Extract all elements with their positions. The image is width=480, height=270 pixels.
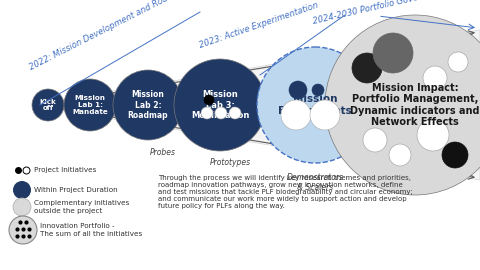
Text: Mission
Lab 1:
Mandate: Mission Lab 1: Mandate xyxy=(72,95,108,115)
Circle shape xyxy=(417,119,449,151)
Text: Mission Impact:
Portfolio Management,
Dynamic indicators and
Network Effects: Mission Impact: Portfolio Management, Dy… xyxy=(350,83,480,127)
Text: Innovation Portfolio -
The sum of all the initiatives: Innovation Portfolio - The sum of all th… xyxy=(40,224,142,237)
Text: Mission
Lab 3:
Mobilisation: Mission Lab 3: Mobilisation xyxy=(191,90,249,120)
Text: Mission
Lab 2:
Roadmap: Mission Lab 2: Roadmap xyxy=(128,90,168,120)
Text: Mission
Experiments: Mission Experiments xyxy=(278,94,352,116)
Polygon shape xyxy=(40,30,480,180)
Text: 2024-2030 Portfolio Governance & Impact: 2024-2030 Portfolio Governance & Impact xyxy=(312,0,480,26)
Text: 2022: Mission Development and Roadmapping: 2022: Mission Development and Roadmappin… xyxy=(28,0,207,72)
Text: Probes: Probes xyxy=(150,148,176,157)
Circle shape xyxy=(257,47,373,163)
Circle shape xyxy=(363,128,387,152)
Circle shape xyxy=(352,53,382,83)
Circle shape xyxy=(289,81,307,99)
Circle shape xyxy=(442,142,468,168)
Text: Through the process we will identify key research themes and priorities,
roadmap: Through the process we will identify key… xyxy=(158,175,413,209)
Circle shape xyxy=(423,66,447,90)
Circle shape xyxy=(448,52,468,72)
Circle shape xyxy=(13,198,31,216)
Circle shape xyxy=(64,79,116,131)
Circle shape xyxy=(13,181,31,199)
Text: Demonstrators
& Scalers: Demonstrators & Scalers xyxy=(287,173,344,193)
Circle shape xyxy=(113,70,183,140)
Circle shape xyxy=(229,107,241,119)
Text: Project Initiatives: Project Initiatives xyxy=(34,167,96,173)
Circle shape xyxy=(281,100,311,130)
Circle shape xyxy=(389,144,411,166)
Circle shape xyxy=(312,84,324,96)
Circle shape xyxy=(174,59,266,151)
Text: 2023: Active Experimentation: 2023: Active Experimentation xyxy=(198,1,319,50)
Circle shape xyxy=(32,89,64,121)
Text: Kick
off: Kick off xyxy=(40,99,56,112)
Circle shape xyxy=(325,15,480,195)
Circle shape xyxy=(373,33,413,73)
Text: Within Project Duration: Within Project Duration xyxy=(34,187,118,193)
Circle shape xyxy=(204,95,214,105)
Text: Complementary initiatives
outside the project: Complementary initiatives outside the pr… xyxy=(34,201,130,214)
Circle shape xyxy=(310,100,340,130)
Circle shape xyxy=(201,107,213,119)
Text: Prototypes: Prototypes xyxy=(209,158,251,167)
Circle shape xyxy=(215,107,227,119)
Circle shape xyxy=(9,216,37,244)
